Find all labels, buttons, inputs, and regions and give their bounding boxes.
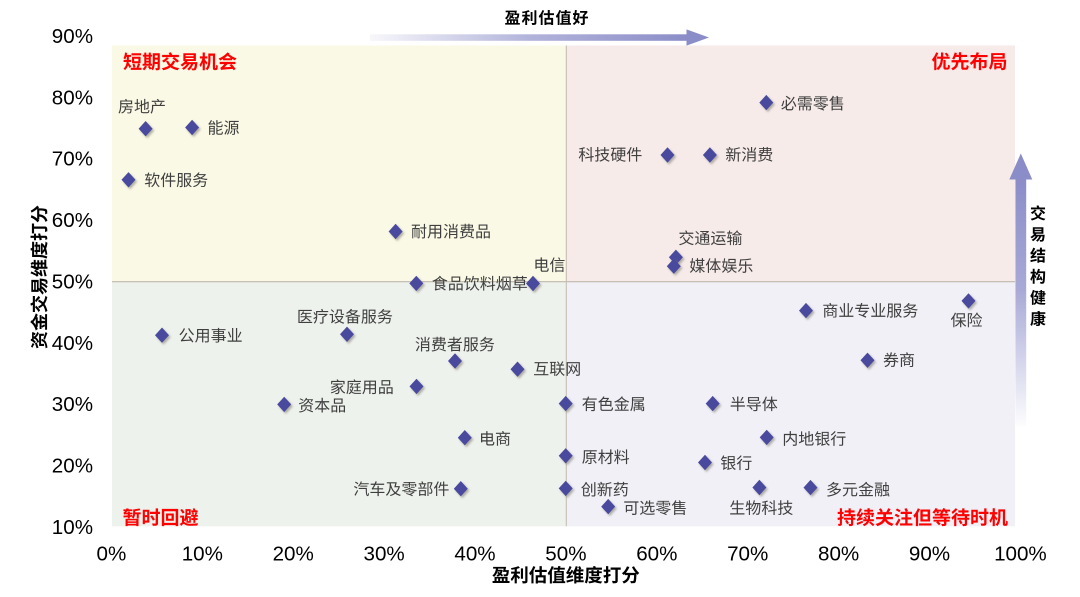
svg-text:90%: 90% xyxy=(909,543,950,566)
svg-text:20%: 20% xyxy=(52,455,93,478)
svg-text:60%: 60% xyxy=(636,543,677,566)
svg-text:10%: 10% xyxy=(182,543,223,566)
svg-text:20%: 20% xyxy=(273,543,314,566)
svg-text:100%: 100% xyxy=(994,543,1047,566)
svg-text:80%: 80% xyxy=(52,86,93,109)
svg-text:30%: 30% xyxy=(363,543,404,566)
svg-text:50%: 50% xyxy=(52,270,93,293)
svg-text:90%: 90% xyxy=(52,25,93,48)
svg-text:50%: 50% xyxy=(545,543,586,566)
svg-text:70%: 70% xyxy=(52,148,93,171)
svg-text:60%: 60% xyxy=(52,209,93,232)
svg-text:80%: 80% xyxy=(818,543,859,566)
svg-text:70%: 70% xyxy=(727,543,768,566)
svg-text:40%: 40% xyxy=(454,543,495,566)
svg-text:0%: 0% xyxy=(97,543,127,566)
svg-text:10%: 10% xyxy=(52,516,93,539)
svg-text:40%: 40% xyxy=(52,332,93,355)
svg-text:30%: 30% xyxy=(52,393,93,416)
